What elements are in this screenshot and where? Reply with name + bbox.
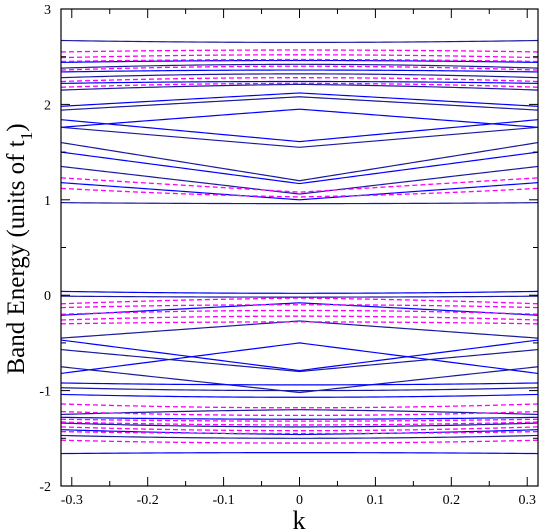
band-line bbox=[60, 141, 539, 182]
y-tick-label: 0 bbox=[44, 289, 51, 304]
band-line bbox=[60, 182, 539, 201]
band-line bbox=[60, 295, 539, 298]
band-line bbox=[60, 452, 539, 455]
band-line bbox=[60, 366, 539, 394]
band-line bbox=[60, 315, 539, 321]
band-line bbox=[60, 49, 539, 53]
band-line bbox=[60, 304, 539, 309]
y-tick-label: -1 bbox=[39, 385, 51, 400]
band-line bbox=[60, 59, 539, 64]
band-line bbox=[60, 434, 539, 439]
band-line bbox=[60, 73, 539, 79]
x-tick-label: -0.3 bbox=[61, 493, 83, 508]
x-tick-label: -0.2 bbox=[137, 493, 159, 508]
band-line bbox=[60, 321, 539, 325]
y-axis-label: Band Energy (units of t1) bbox=[3, 123, 36, 374]
x-axis-label: k bbox=[293, 506, 306, 532]
band-line bbox=[60, 416, 539, 420]
y-axis-label-main: Band Energy (units of t bbox=[3, 140, 30, 374]
band-line bbox=[60, 80, 539, 85]
x-tick-label: 0.3 bbox=[518, 493, 536, 508]
band-line bbox=[60, 387, 539, 392]
x-tick-label: -0.1 bbox=[213, 493, 235, 508]
band-line bbox=[60, 187, 539, 198]
band-line bbox=[60, 320, 539, 339]
band-line bbox=[60, 348, 539, 373]
band-line bbox=[60, 422, 539, 428]
tick-layer: -0.3 -0.2 -0.1 0 0.1 0.2 0.3 -2 -1 0 1 2 3 bbox=[39, 3, 538, 508]
band-line bbox=[60, 302, 539, 316]
band-line bbox=[60, 119, 539, 143]
x-tick-label: 0.2 bbox=[443, 493, 461, 508]
series-layer bbox=[60, 39, 539, 455]
band-line bbox=[60, 165, 539, 195]
band-line bbox=[60, 39, 539, 43]
band-line bbox=[60, 409, 539, 416]
y-axis-label-subscript: 1 bbox=[17, 132, 36, 141]
band-line bbox=[60, 429, 539, 436]
band-line bbox=[60, 339, 539, 372]
plot-frame bbox=[60, 8, 539, 487]
band-line bbox=[60, 69, 539, 73]
y-tick-label: 1 bbox=[44, 194, 51, 209]
band-line bbox=[60, 393, 539, 398]
band-line bbox=[60, 439, 539, 444]
band-line bbox=[60, 54, 539, 59]
solid-blue-series bbox=[60, 39, 539, 455]
band-line bbox=[60, 290, 539, 294]
band-line bbox=[60, 403, 539, 409]
band-line bbox=[60, 108, 539, 128]
band-line bbox=[60, 83, 539, 91]
x-tick-label: 0 bbox=[296, 493, 303, 508]
band-line bbox=[60, 63, 539, 69]
band-line bbox=[60, 177, 539, 193]
y-axis-label-close: ) bbox=[3, 123, 30, 131]
band-line bbox=[60, 126, 539, 148]
band-line bbox=[60, 202, 539, 205]
x-tick-label: 0.1 bbox=[367, 493, 385, 508]
y-tick-label: -2 bbox=[39, 480, 51, 495]
band-line bbox=[60, 151, 539, 185]
y-tick-label: 2 bbox=[44, 98, 51, 113]
band-line bbox=[60, 342, 539, 375]
y-tick-label: 3 bbox=[44, 3, 51, 18]
band-line bbox=[60, 382, 539, 386]
band-line bbox=[60, 96, 539, 111]
band-line bbox=[60, 92, 539, 107]
